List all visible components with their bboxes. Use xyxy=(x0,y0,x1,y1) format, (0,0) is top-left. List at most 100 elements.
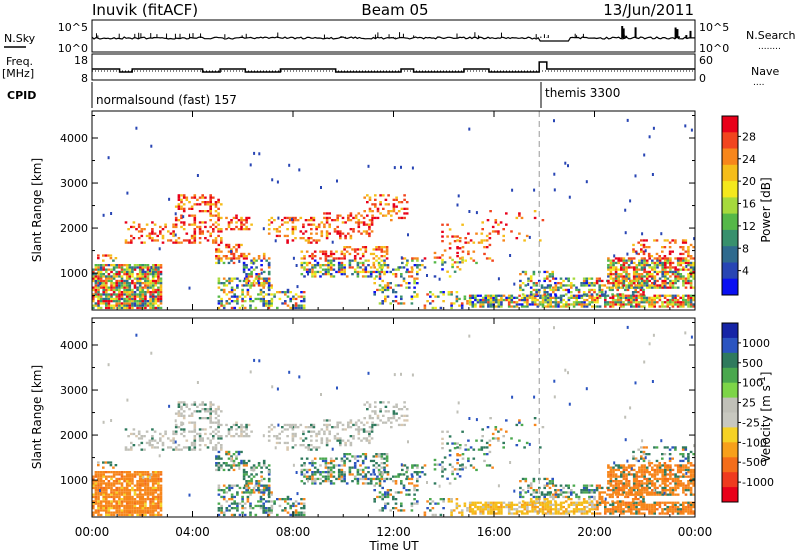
echo-cell xyxy=(645,286,649,289)
echo-cell xyxy=(311,266,314,269)
echo-cell xyxy=(500,303,503,306)
echo-cell xyxy=(214,444,218,447)
echo-cell xyxy=(402,302,406,305)
echo-cell xyxy=(167,230,170,233)
echo-cell xyxy=(110,500,113,503)
echo-cell xyxy=(383,259,386,262)
echo-cell xyxy=(115,486,118,490)
echo-cell xyxy=(580,296,584,299)
echo-cell xyxy=(588,303,591,306)
echo-cell xyxy=(375,477,378,481)
echo-cell xyxy=(689,270,693,274)
echo-cell xyxy=(468,501,472,504)
echo-cell xyxy=(575,294,578,297)
echo-cell xyxy=(286,239,289,242)
echo-cell xyxy=(201,408,204,411)
echo-cell xyxy=(138,288,142,292)
echo-cell xyxy=(99,504,103,508)
echo-cell xyxy=(583,508,586,511)
echo-cell xyxy=(442,500,445,503)
echo-cell xyxy=(105,275,108,278)
echo-cell xyxy=(489,305,493,308)
echo-cell xyxy=(638,286,641,289)
echo-cell xyxy=(656,501,659,504)
echo-cell xyxy=(185,405,189,408)
echo-cell xyxy=(241,498,244,501)
echo-cell xyxy=(149,293,152,296)
echo-cell xyxy=(666,301,669,304)
echo-cell xyxy=(125,264,129,267)
echo-cell xyxy=(549,501,552,504)
echo-cell xyxy=(546,293,550,296)
echo-cell xyxy=(115,295,118,298)
echo-cell xyxy=(491,225,495,229)
echo-cell xyxy=(212,239,215,242)
echo-cell xyxy=(102,282,105,285)
echo-cell xyxy=(260,491,263,494)
echo-cell xyxy=(125,486,129,490)
echo-cell xyxy=(102,297,105,301)
echo-cell xyxy=(278,234,281,238)
echo-cell xyxy=(376,288,379,292)
echo-cell xyxy=(669,501,672,504)
echo-cell xyxy=(389,282,392,285)
echo-cell xyxy=(97,471,100,474)
echo-cell xyxy=(225,500,229,503)
echo-cell xyxy=(157,471,160,474)
echo-cell xyxy=(384,300,387,303)
echo-cell xyxy=(565,510,568,513)
echo-cell xyxy=(378,288,382,292)
echo-cell xyxy=(689,296,693,299)
echo-cell xyxy=(476,508,480,511)
echo-cell xyxy=(257,462,261,465)
echo-cell xyxy=(105,284,108,287)
echo-cell xyxy=(381,266,384,269)
echo-cell xyxy=(467,448,470,451)
echo-cell xyxy=(325,426,329,429)
echo-cell xyxy=(580,284,583,287)
echo-cell xyxy=(640,508,643,511)
echo-cell xyxy=(237,462,241,465)
echo-cell xyxy=(289,306,292,310)
echo-cell xyxy=(97,473,100,476)
echo-cell xyxy=(645,508,649,511)
echo-cell xyxy=(539,296,542,299)
echo-cell xyxy=(161,237,165,240)
echo-cell xyxy=(217,509,221,512)
echo-cell xyxy=(679,296,682,299)
echo-cell xyxy=(102,504,105,508)
echo-cell xyxy=(436,463,439,466)
echo-cell xyxy=(630,296,633,299)
echo-cell xyxy=(510,296,514,299)
echo-cell xyxy=(131,288,134,292)
echo-cell xyxy=(99,279,103,283)
echo-cell xyxy=(643,301,646,304)
echo-cell xyxy=(137,237,141,240)
echo-cell xyxy=(352,437,355,440)
echo-cell xyxy=(353,255,357,258)
echo-cell xyxy=(270,509,273,512)
echo-cell xyxy=(441,263,444,266)
echo-cell xyxy=(664,273,667,276)
echo-cell xyxy=(146,475,150,478)
echo-cell xyxy=(312,239,316,242)
echo-cell xyxy=(133,507,137,510)
echo-cell xyxy=(481,221,484,224)
echo-cell xyxy=(333,228,337,231)
echo-cell xyxy=(233,295,236,298)
echo-cell xyxy=(381,507,384,510)
echo-cell xyxy=(653,257,657,260)
echo-cell xyxy=(687,268,690,271)
echo-cell xyxy=(687,250,690,253)
echo-cell xyxy=(671,261,675,265)
echo-cell xyxy=(292,297,295,301)
echo-cell xyxy=(405,414,409,417)
echo-cell xyxy=(684,241,688,244)
echo-cell xyxy=(332,259,336,262)
echo-cell xyxy=(110,495,113,499)
echo-cell xyxy=(554,288,558,292)
echo-cell xyxy=(441,442,444,445)
echo-cell xyxy=(273,426,276,429)
echo-cell xyxy=(123,507,126,510)
echo-cell xyxy=(656,259,659,262)
